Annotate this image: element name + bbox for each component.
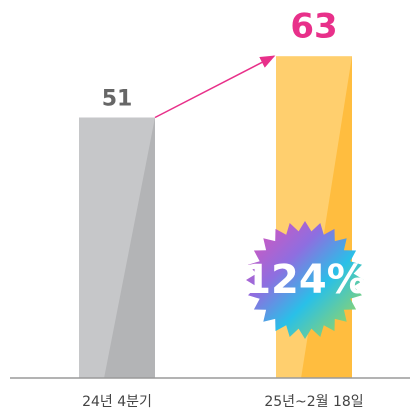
x-tick-label: 25년~2월 18일	[264, 394, 363, 410]
growth-arrow	[154, 55, 276, 119]
value-label: 51	[102, 86, 133, 111]
annotation: 124%	[243, 257, 367, 303]
value-label: 63	[290, 7, 337, 47]
badge: 124%	[243, 221, 367, 339]
starburst	[246, 221, 364, 339]
bars: 51 24년 4분기 63 25년~2월 18일	[79, 7, 364, 410]
bar-shade	[104, 117, 155, 379]
x-tick-label: 24년 4분기	[82, 394, 152, 410]
